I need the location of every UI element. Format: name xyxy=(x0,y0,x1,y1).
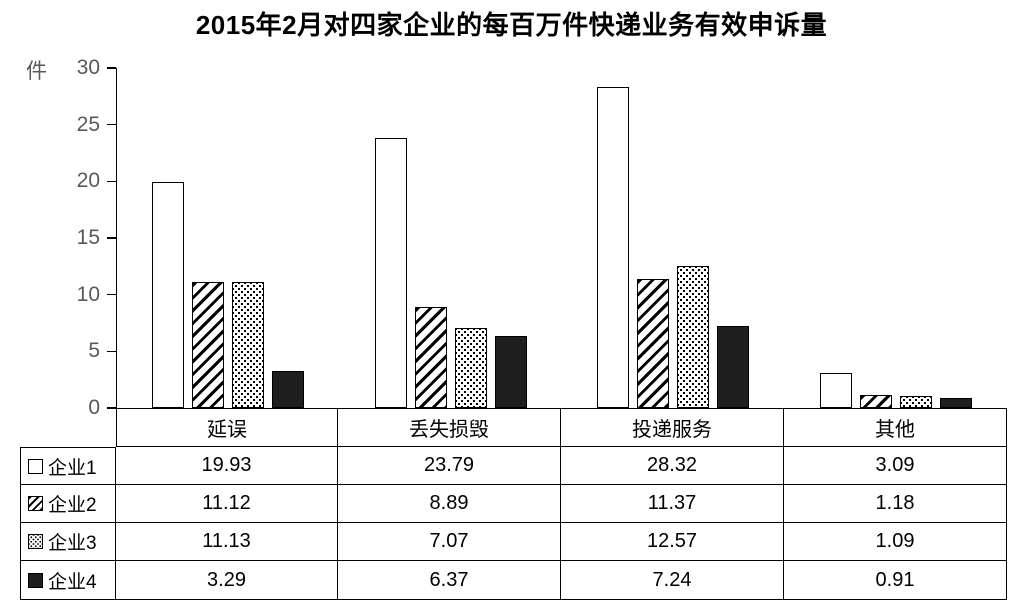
legend-swatch-white-icon xyxy=(28,458,43,474)
legend-swatch-solid-icon xyxy=(28,572,43,588)
chart-title: 2015年2月对四家企业的每百万件快递业务有效申诉量 xyxy=(195,10,828,40)
bar-series3-category1 xyxy=(232,281,265,408)
value-cell-series3-category3: 12.57 xyxy=(561,523,784,561)
value-cell-series3-category4: 1.09 xyxy=(784,523,1007,561)
value-cell-series1-category2: 23.79 xyxy=(338,447,561,485)
value-cell-series4-category2: 6.37 xyxy=(338,561,561,600)
table-header-1: 延误 xyxy=(116,408,338,447)
bar-series4-category4 xyxy=(939,397,972,408)
y-tick-mark-20 xyxy=(107,180,116,183)
y-tick-label-30: 30 xyxy=(76,56,100,79)
value-cell-series2-category2: 8.89 xyxy=(338,485,561,523)
value-cell-series2-category3: 11.37 xyxy=(561,485,784,523)
bar-series2-category4 xyxy=(859,394,892,408)
y-tick-mark-10 xyxy=(107,293,116,296)
table-header-3: 投递服务 xyxy=(561,408,784,447)
legend-label-series4: 企业4 xyxy=(48,571,97,593)
value-cell-series4-category3: 7.24 xyxy=(561,561,784,600)
y-tick-mark-0 xyxy=(107,407,116,409)
legend-label-series1: 企业1 xyxy=(48,457,97,479)
value-cell-series3-category2: 7.07 xyxy=(338,523,561,561)
y-tick-mark-30 xyxy=(107,67,116,69)
value-cell-series3-category1: 11.13 xyxy=(116,523,338,561)
bar-series1-category3 xyxy=(597,87,630,408)
legend-cell-series3: 企业3 xyxy=(20,523,116,561)
y-tick-label-20: 20 xyxy=(76,169,100,193)
legend-label-series3: 企业3 xyxy=(48,533,97,554)
plot-area xyxy=(116,68,1007,408)
bar-series4-category2 xyxy=(494,335,527,408)
bar-series1-category1 xyxy=(152,182,185,408)
bar-series3-category2 xyxy=(454,327,487,408)
table-header-2: 丢失损毁 xyxy=(338,408,561,447)
data-table: 延误 丢失损毁 投递服务 其他企业1 19.93 23.79 28.32 3.09 企业2 11.… xyxy=(20,408,1007,600)
legend-cell-series2: 企业2 xyxy=(20,485,116,523)
bar-series1-category4 xyxy=(819,373,852,408)
value-cell-series4-category1: 3.29 xyxy=(116,561,338,600)
table-header-4: 其他 xyxy=(784,408,1007,447)
bar-group-2 xyxy=(340,68,563,408)
bar-group-1 xyxy=(117,68,340,408)
y-tick-mark-25 xyxy=(107,123,116,126)
legend-swatch-hatch-icon xyxy=(28,496,43,511)
legend-label-series2: 企业2 xyxy=(48,495,97,516)
y-tick-label-5: 5 xyxy=(88,339,100,363)
bar-series4-category3 xyxy=(717,325,750,408)
y-tick-mark-5 xyxy=(107,350,116,353)
value-cell-series2-category1: 11.12 xyxy=(116,485,338,523)
value-cell-series2-category4: 1.18 xyxy=(784,485,1007,523)
bar-series4-category1 xyxy=(272,370,305,408)
bar-series2-category3 xyxy=(637,279,670,408)
legend-cell-series1: 企业1 xyxy=(20,447,116,485)
legend-cell-series4: 企业4 xyxy=(20,561,116,600)
y-tick-label-25: 25 xyxy=(76,112,100,136)
value-cell-series4-category4: 0.91 xyxy=(784,561,1007,600)
value-cell-series1-category4: 3.09 xyxy=(784,447,1007,485)
legend-swatch-dots-icon xyxy=(28,534,43,549)
y-tick-label-0: 0 xyxy=(88,396,100,419)
value-cell-series1-category1: 19.93 xyxy=(116,447,338,485)
y-axis-unit-label: 件 xyxy=(26,60,47,83)
y-tick-label-15: 15 xyxy=(76,226,100,249)
bar-series3-category3 xyxy=(677,265,710,408)
bar-series2-category2 xyxy=(414,307,447,408)
bar-group-3 xyxy=(562,68,785,408)
bar-group-4 xyxy=(785,68,1008,408)
bar-series3-category4 xyxy=(899,395,932,408)
y-tick-label-10: 10 xyxy=(76,282,100,306)
y-tick-mark-15 xyxy=(107,237,116,239)
table-corner-cell xyxy=(20,408,116,447)
bar-series1-category2 xyxy=(374,138,407,408)
value-cell-series1-category3: 28.32 xyxy=(561,447,784,485)
bar-series2-category1 xyxy=(192,282,225,408)
